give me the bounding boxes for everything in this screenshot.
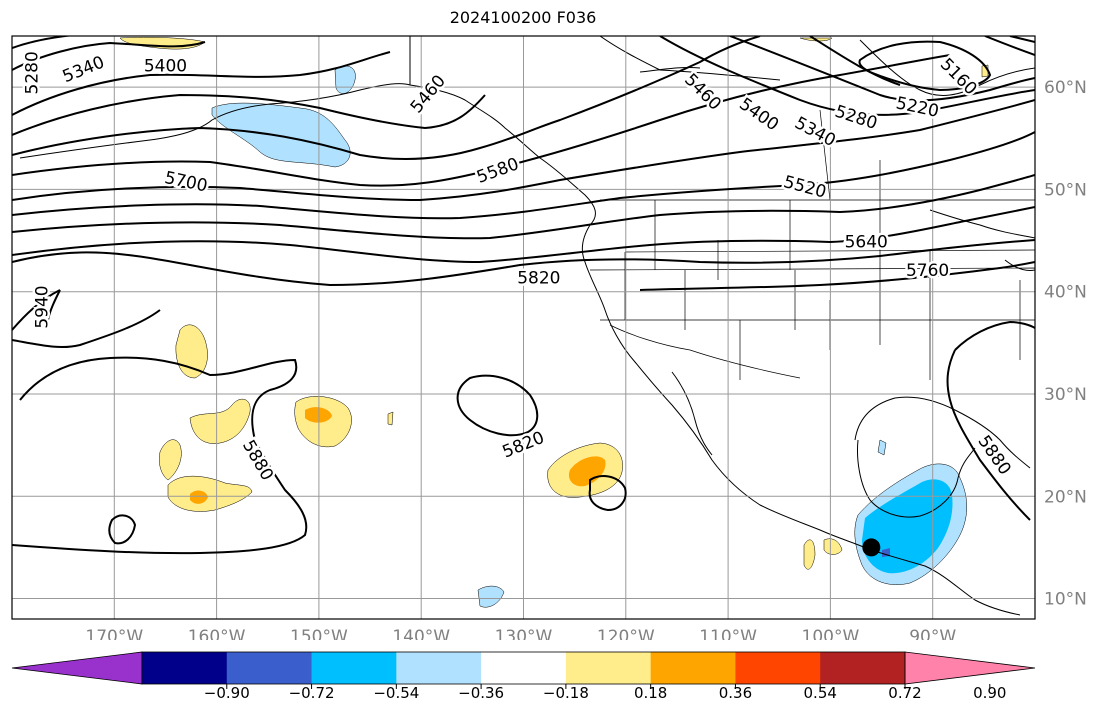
longitude-tick-labels: 170°W 160°W 150°W 140°W 130°W 120°W 110°W 100°W… <box>85 627 956 640</box>
map-title: 2024100200 F036 <box>449 8 597 27</box>
longitude-tick-label: 170°W <box>85 627 143 640</box>
contour-label: 5280 <box>22 51 42 94</box>
colorbar-swatch <box>311 652 397 684</box>
colorbar-swatches <box>11 651 1036 685</box>
colorbar-tick-label: −0.18 <box>543 684 589 702</box>
colorbar-swatch <box>565 652 652 684</box>
colorbar-swatch <box>735 652 821 684</box>
longitude-tick-label: 130°W <box>495 627 553 640</box>
colorbar-swatch <box>226 652 313 684</box>
colorbar-extend-high <box>904 651 1036 685</box>
colorbar-tick-label: −0.72 <box>289 684 335 702</box>
colorbar-extend-low <box>11 651 143 685</box>
latitude-tick-label: 10°N <box>1044 590 1087 610</box>
coastlines <box>19 36 1035 616</box>
gridlines <box>12 36 1035 619</box>
longitude-tick-label: 140°W <box>392 627 450 640</box>
contour-label: 5820 <box>517 268 560 288</box>
colorbar-tick-label: 0.54 <box>804 684 837 702</box>
colorbar-tick-label: 0.18 <box>634 684 667 702</box>
latitude-tick-label: 20°N <box>1044 487 1087 507</box>
colorbar-tick-label: 0.90 <box>973 684 1006 702</box>
colorbar: −0.90 −0.72 −0.54 −0.36 −0.18 0.18 0.36 0.54 0.7… <box>11 651 1036 702</box>
colorbar-outline <box>141 651 906 685</box>
latitude-tick-label: 60°N <box>1044 78 1087 98</box>
latitude-tick-label: 30°N <box>1044 385 1087 405</box>
colorbar-swatch <box>142 652 228 684</box>
colorbar-tick-label: 0.36 <box>719 684 752 702</box>
colorbar-swatch <box>650 652 736 684</box>
colorbar-swatch <box>481 652 567 684</box>
longitude-tick-label: 150°W <box>290 627 348 640</box>
location-marker <box>862 538 881 557</box>
longitude-tick-label: 120°W <box>597 627 655 640</box>
latitude-tick-labels: 10°N 20°N 30°N 40°N 50°N 60°N <box>1044 78 1087 609</box>
colorbar-tick-label: −0.54 <box>373 684 419 702</box>
height-contours <box>12 36 1035 555</box>
anomaly-shading <box>119 36 989 608</box>
colorbar-tick-label: −0.36 <box>458 684 504 702</box>
contour-label: 5640 <box>845 233 888 253</box>
contour-label: 5940 <box>33 285 53 328</box>
contour-label: 5400 <box>144 57 187 77</box>
longitude-tick-label: 160°W <box>188 627 246 640</box>
latitude-tick-label: 50°N <box>1044 180 1087 200</box>
longitude-tick-label: 90°W <box>909 627 956 640</box>
longitude-tick-label: 100°W <box>802 627 860 640</box>
plot-frame <box>11 35 1036 620</box>
contour-label: 5760 <box>906 261 949 281</box>
latitude-tick-label: 40°N <box>1044 283 1087 303</box>
colorbar-tick-label: 0.72 <box>888 684 921 702</box>
colorbar-swatch <box>396 652 482 684</box>
colorbar-tick-labels: −0.90 −0.72 −0.54 −0.36 −0.18 0.18 0.36 0.54 0.7… <box>204 684 1006 702</box>
colorbar-tick-label: −0.90 <box>204 684 250 702</box>
longitude-tick-label: 110°W <box>699 627 757 640</box>
colorbar-swatch <box>820 652 906 684</box>
